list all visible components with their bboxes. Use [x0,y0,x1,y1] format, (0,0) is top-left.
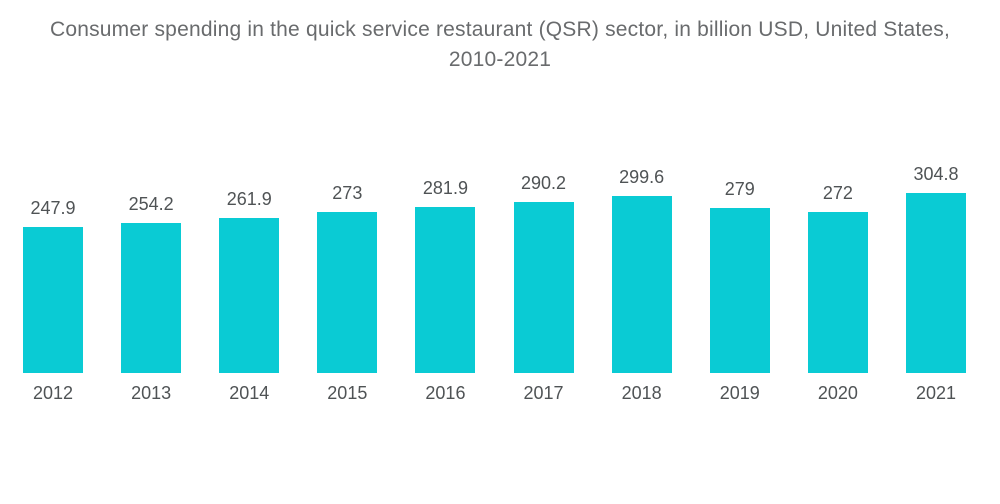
bar [807,212,868,373]
bar-group: 247.9 2012 [23,198,83,404]
bar-value-label: 261.9 [226,189,272,209]
bar-value-label: 247.9 [30,198,76,218]
year-label: 2017 [523,383,564,403]
bar [415,207,476,373]
bar-value-label: 304.8 [913,164,959,184]
bar [905,193,966,373]
year-label: 2015 [327,383,368,403]
bar [513,202,574,373]
year-label: 2013 [131,383,172,403]
bar [317,212,378,373]
bar-value-label: 299.6 [619,167,665,187]
year-label: 2014 [229,383,270,403]
bar-group: 261.9 2014 [219,189,280,404]
chart-title: Consumer spending in the quick service r… [49,18,951,71]
bar-group: 281.9 2016 [415,178,476,404]
bar-group: 304.8 2021 [905,164,966,404]
bar [611,196,672,373]
bar-value-label: 272 [822,183,853,203]
bar-value-label: 279 [724,179,755,199]
bar-value-label: 254.2 [128,194,174,214]
bar-chart-plot-area: 247.9 2012 254.2 2013 261.9 2014 273 2015 281.9 2… [0,155,1000,404]
bar-value-label: 290.2 [521,173,567,193]
bar-group: 254.2 2013 [121,194,182,404]
year-label: 2021 [915,383,956,403]
bar [219,218,280,373]
year-label: 2012 [32,383,74,403]
bar [23,227,83,373]
bar [709,208,770,373]
bar-group: 290.2 2017 [513,173,574,404]
bar-value-label: 273 [332,183,363,203]
year-label: 2018 [621,383,662,403]
bar-group: 299.6 2018 [611,167,672,404]
bar [121,223,182,373]
bar-group: 279 2019 [709,179,770,404]
bar-value-label: 281.9 [422,178,468,198]
bar-group: 273 2015 [317,183,378,404]
year-label: 2019 [719,383,760,403]
year-label: 2020 [817,383,858,403]
year-label: 2016 [425,383,466,403]
bar-group: 272 2020 [807,183,868,404]
